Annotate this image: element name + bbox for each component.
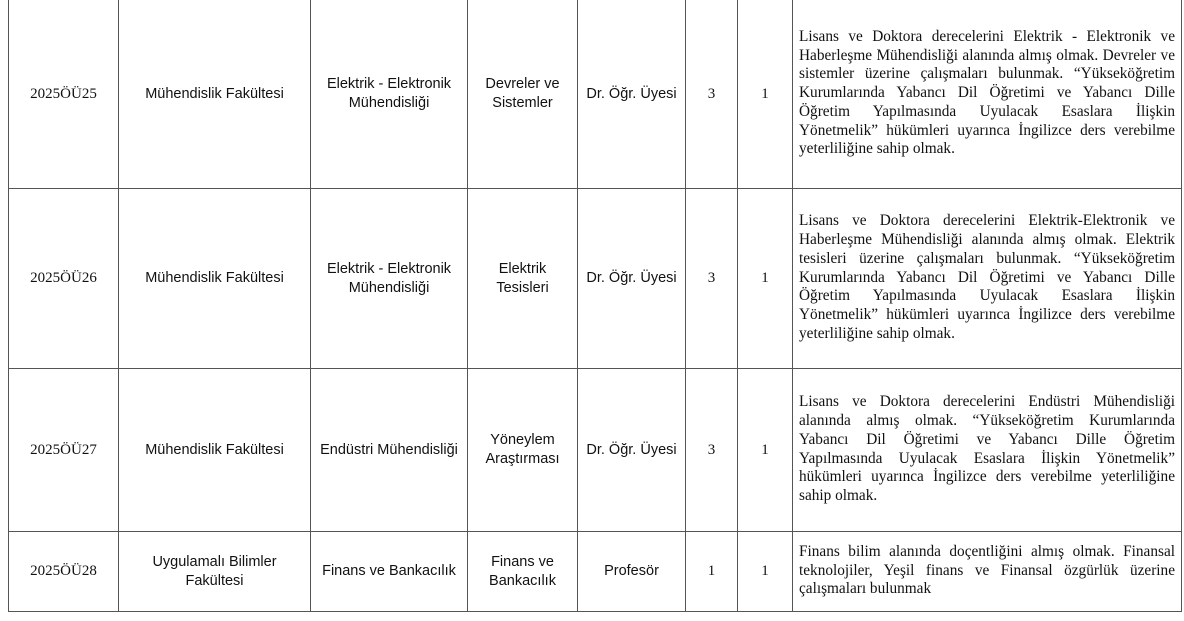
field-cell: Devreler ve Sistemler: [467, 0, 578, 189]
title-cell: Dr. Öğr. Üyesi: [577, 188, 686, 369]
faculty-cell: Mühendislik Fakültesi: [118, 0, 311, 189]
faculty-cell: Mühendislik Fakültesi: [118, 368, 311, 532]
requirements-cell: Lisans ve Doktora derecelerini Elektrik …: [792, 0, 1182, 189]
department-cell: Elektrik - Elektronik Mühendisliği: [310, 0, 468, 189]
positions-table: 2025ÖÜ25 Mühendislik Fakültesi Elektrik …: [8, 0, 1182, 612]
title-cell: Dr. Öğr. Üyesi: [577, 368, 686, 532]
title-cell: Dr. Öğr. Üyesi: [577, 0, 686, 189]
title-cell: Profesör: [577, 531, 686, 612]
positions-cell: 1: [737, 0, 793, 189]
faculty-cell: Mühendislik Fakültesi: [118, 188, 311, 369]
department-cell: Finans ve Bankacılık: [310, 531, 468, 612]
degree-level-cell: 3: [685, 188, 738, 369]
field-cell: Finans ve Bankacılık: [467, 531, 578, 612]
table-row: 2025ÖÜ27 Mühendislik Fakültesi Endüstri …: [8, 368, 1182, 532]
code-cell: 2025ÖÜ26: [8, 188, 119, 369]
requirements-cell: Lisans ve Doktora derecelerini Elektrik-…: [792, 188, 1182, 369]
degree-level-cell: 3: [685, 0, 738, 189]
field-cell: Yöneylem Araştırması: [467, 368, 578, 532]
table-row: 2025ÖÜ26 Mühendislik Fakültesi Elektrik …: [8, 188, 1182, 369]
table-row: 2025ÖÜ25 Mühendislik Fakültesi Elektrik …: [8, 0, 1182, 189]
requirements-cell: Finans bilim alanında doçentliğini almış…: [792, 531, 1182, 612]
department-cell: Elektrik - Elektronik Mühendisliği: [310, 188, 468, 369]
table-row: 2025ÖÜ28 Uygulamalı Bilimler Fakültesi F…: [8, 531, 1182, 612]
positions-cell: 1: [737, 188, 793, 369]
requirements-cell: Lisans ve Doktora derecelerini Endüstri …: [792, 368, 1182, 532]
department-cell: Endüstri Mühendisliği: [310, 368, 468, 532]
degree-level-cell: 1: [685, 531, 738, 612]
code-cell: 2025ÖÜ27: [8, 368, 119, 532]
field-cell: Elektrik Tesisleri: [467, 188, 578, 369]
faculty-cell: Uygulamalı Bilimler Fakültesi: [118, 531, 311, 612]
positions-cell: 1: [737, 531, 793, 612]
positions-cell: 1: [737, 368, 793, 532]
code-cell: 2025ÖÜ25: [8, 0, 119, 189]
degree-level-cell: 3: [685, 368, 738, 532]
code-cell: 2025ÖÜ28: [8, 531, 119, 612]
